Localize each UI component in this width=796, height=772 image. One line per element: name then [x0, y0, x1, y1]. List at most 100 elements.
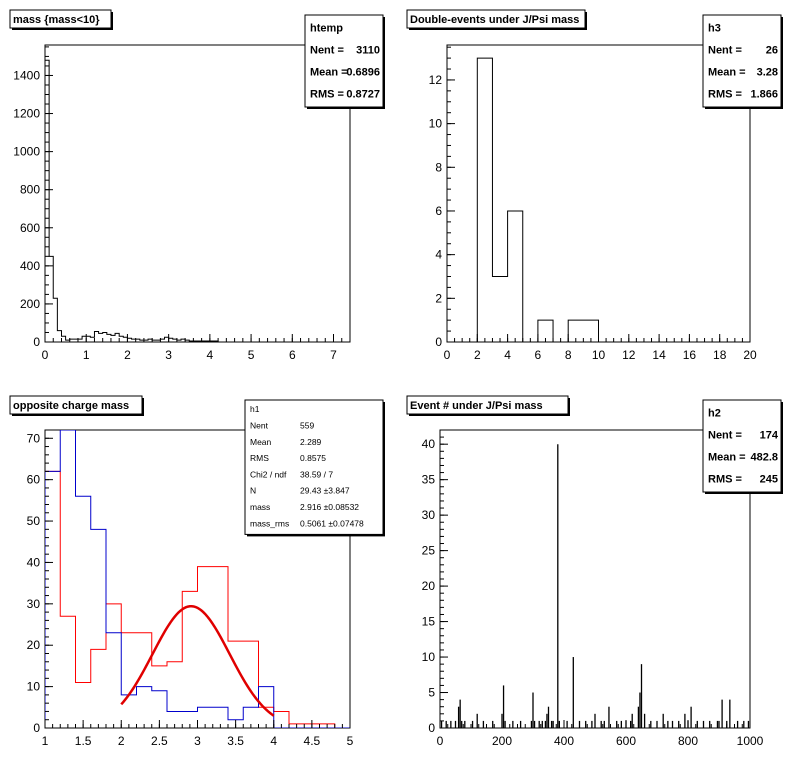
x-tick-label: 4.5	[304, 734, 321, 748]
x-tick-label: 0	[444, 348, 451, 362]
stats-value: 0.8727	[346, 89, 380, 101]
x-tick-label: 4	[270, 734, 277, 748]
y-tick-label: 35	[422, 473, 436, 487]
stats-label: Nent =	[310, 45, 344, 57]
x-tick-label: 2	[124, 348, 131, 362]
stats-value: 245	[760, 474, 778, 486]
x-tick-label: 16	[683, 348, 697, 362]
x-tick-label: 3	[194, 734, 201, 748]
title-box	[9, 395, 143, 415]
y-tick-label: 200	[20, 297, 40, 311]
x-tick-label: 20	[743, 348, 757, 362]
pad-title: opposite charge mass	[13, 400, 129, 412]
y-tick-label: 1400	[13, 68, 40, 82]
stats-value: 3.28	[757, 67, 778, 79]
gaussian-fit-curve	[120, 604, 275, 717]
x-tick-label: 4	[207, 348, 214, 362]
stats-value: 0.8575	[300, 453, 326, 463]
y-tick-label: 2	[435, 291, 442, 305]
stats-value: 2.289	[300, 437, 322, 447]
pad-double-events-histogram: 0 2 4 6 8 10 12 14 16 18 20 0 2 4 6 8 10 12 h3 Nent = 26 Mean…	[406, 9, 783, 362]
stats-value: 2.916 ±0.08532	[300, 502, 359, 512]
y-tick-label: 10	[27, 680, 41, 694]
stats-label: Mean	[250, 437, 272, 447]
stats-label: RMS	[250, 453, 269, 463]
stats-value: 26	[766, 45, 778, 57]
x-tick-label: 400	[554, 734, 574, 748]
x-tick-label: 14	[652, 348, 666, 362]
x-tick-label: 200	[492, 734, 512, 748]
stats-value: 1.866	[750, 89, 778, 101]
y-tick-label: 10	[429, 117, 443, 131]
x-tick-label: 1.5	[75, 734, 92, 748]
x-tick-label: 10	[592, 348, 606, 362]
title-box	[406, 9, 586, 29]
x-tick-label: 1	[42, 734, 49, 748]
stats-value: 3110	[356, 45, 380, 57]
pad-title: mass {mass<10}	[13, 14, 100, 26]
y-tick-label: 30	[422, 508, 436, 522]
x-tick-label: 12	[622, 348, 636, 362]
x-tick-label: 3	[165, 348, 172, 362]
x-tick-label: 0	[42, 348, 49, 362]
y-tick-label: 25	[422, 544, 436, 558]
x-tick-label: 800	[678, 734, 698, 748]
stats-value: 174	[760, 430, 779, 442]
title-box	[9, 9, 112, 29]
y-tick-label: 15	[422, 615, 436, 629]
stats-label: Nent	[250, 421, 269, 431]
histogram-blue	[45, 430, 350, 728]
stats-value: 38.59 / 7	[300, 469, 333, 479]
y-tick-label: 8	[435, 160, 442, 174]
y-tick-label: 6	[435, 204, 442, 218]
stats-label: Mean =	[708, 67, 746, 79]
stats-name: h2	[708, 408, 721, 420]
y-tick-label: 20	[422, 579, 436, 593]
stats-label: RMS =	[708, 474, 742, 486]
x-tick-label: 2	[118, 734, 125, 748]
y-tick-label: 40	[27, 555, 41, 569]
histogram-line	[44, 59, 219, 342]
x-tick-label: 18	[713, 348, 727, 362]
x-tick-label: 8	[565, 348, 572, 362]
x-tick-label: 0	[437, 734, 444, 748]
y-tick-label: 40	[422, 437, 436, 451]
y-tick-label: 4	[435, 248, 442, 262]
y-tick-label: 800	[20, 183, 40, 197]
pad-title: Double-events under J/Psi mass	[410, 14, 579, 26]
stats-value: 0.5061 ±0.07478	[300, 518, 364, 528]
x-tick-label: 5	[347, 734, 354, 748]
x-tick-label: 1	[83, 348, 90, 362]
stats-label: RMS =	[310, 89, 344, 101]
stats-name: htemp	[310, 23, 343, 35]
y-tick-label: 1000	[13, 145, 40, 159]
y-tick-label: 30	[27, 597, 41, 611]
pad-title: Event # under J/Psi mass	[410, 400, 543, 412]
y-tick-label: 400	[20, 259, 40, 273]
stats-label: Nent =	[708, 430, 742, 442]
y-tick-label: 5	[428, 686, 435, 700]
x-tick-label: 3.5	[227, 734, 244, 748]
y-tick-label: 70	[27, 431, 41, 445]
y-tick-label: 600	[20, 221, 40, 235]
stats-label: Nent =	[708, 45, 742, 57]
stats-label: N	[250, 486, 256, 496]
x-tick-label: 2	[474, 348, 481, 362]
x-tick-label: 4	[504, 348, 511, 362]
stats-box	[702, 14, 782, 108]
stats-name: h3	[708, 23, 721, 35]
stats-label: Chi2 / ndf	[250, 469, 287, 479]
stats-label: mass_rms	[250, 518, 289, 528]
stats-value: 482.8	[750, 452, 778, 464]
stats-name: h1	[250, 404, 260, 414]
y-tick-label: 0	[435, 335, 442, 349]
stats-box	[304, 14, 384, 108]
y-tick-label: 0	[428, 721, 435, 735]
stats-box	[702, 399, 782, 493]
pad-event-number-histogram: 0 200 400 600 800 1000 0 5 10 15 20 25 30 35 40 h2 Nent …	[406, 395, 783, 748]
y-tick-label: 60	[27, 473, 41, 487]
y-tick-label: 50	[27, 514, 41, 528]
y-tick-label: 12	[429, 73, 443, 87]
